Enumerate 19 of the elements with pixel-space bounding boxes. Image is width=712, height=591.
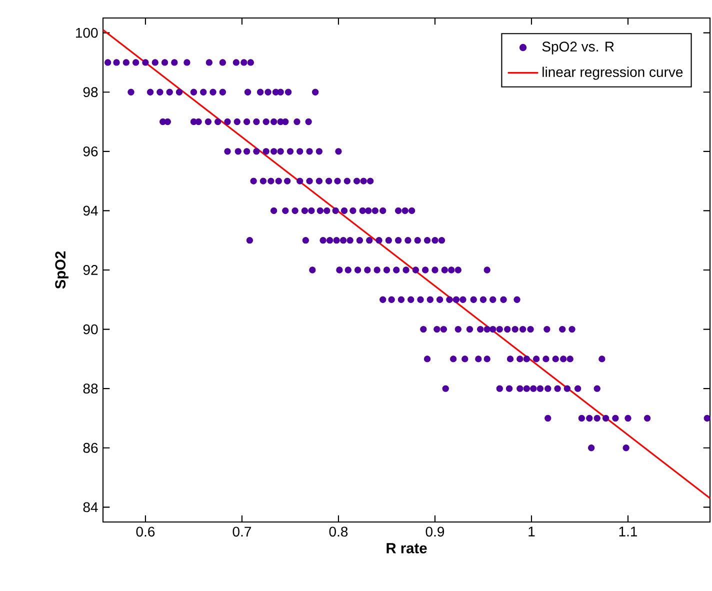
y-axis-title: SpO2 bbox=[55, 251, 68, 289]
y-tick-label: 84 bbox=[83, 502, 98, 512]
x-tick-label: 1 bbox=[528, 526, 535, 536]
y-tick-label: 98 bbox=[83, 87, 98, 98]
x-tick-label: 1.1 bbox=[619, 526, 638, 536]
y-tick-label: 96 bbox=[83, 146, 98, 156]
x-tick-label: 0.9 bbox=[426, 526, 444, 537]
y-tick-label: 90 bbox=[83, 324, 98, 334]
x-axis-title: R rate bbox=[386, 543, 427, 554]
y-tick-label: 86 bbox=[83, 442, 98, 453]
x-tick-label: 0.8 bbox=[329, 526, 348, 537]
x-tick-label: 0.6 bbox=[136, 526, 155, 537]
legend-label: SpO2 vs. R bbox=[542, 42, 614, 54]
y-tick-label: 94 bbox=[83, 206, 98, 216]
legend-label: linear regression curve bbox=[542, 66, 683, 80]
x-tick-label: 0.7 bbox=[232, 526, 251, 537]
y-tick-label: 100 bbox=[76, 28, 98, 38]
y-tick-label: 88 bbox=[83, 384, 98, 394]
y-tick-label: 92 bbox=[83, 265, 98, 275]
